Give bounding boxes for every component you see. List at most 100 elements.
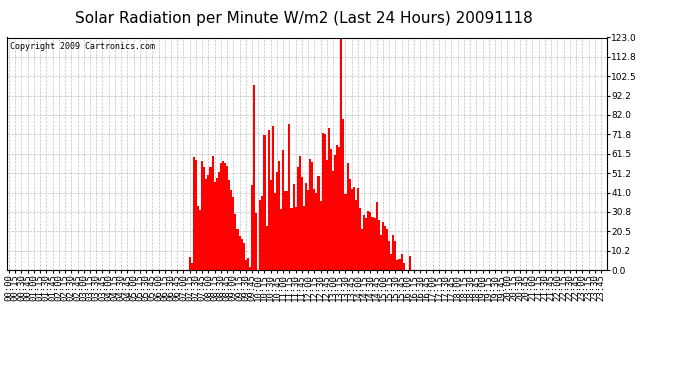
Bar: [313, 189, 315, 270]
Bar: [348, 179, 351, 270]
Bar: [355, 200, 357, 270]
Bar: [201, 161, 203, 270]
Bar: [259, 200, 262, 270]
Bar: [305, 183, 307, 270]
Bar: [373, 218, 375, 270]
Bar: [409, 256, 411, 270]
Bar: [351, 189, 353, 270]
Bar: [241, 239, 243, 270]
Bar: [228, 180, 230, 270]
Bar: [205, 179, 208, 270]
Bar: [249, 267, 251, 270]
Bar: [268, 130, 270, 270]
Bar: [226, 166, 228, 270]
Bar: [334, 155, 336, 270]
Bar: [396, 260, 398, 270]
Bar: [203, 167, 205, 270]
Bar: [210, 167, 212, 270]
Bar: [303, 206, 305, 270]
Bar: [324, 134, 326, 270]
Bar: [328, 128, 330, 270]
Bar: [315, 193, 317, 270]
Bar: [392, 236, 394, 270]
Bar: [317, 176, 319, 270]
Bar: [235, 214, 237, 270]
Bar: [239, 236, 241, 270]
Bar: [371, 217, 373, 270]
Bar: [190, 264, 193, 270]
Bar: [272, 126, 274, 270]
Bar: [222, 161, 224, 270]
Bar: [388, 241, 390, 270]
Bar: [375, 202, 377, 270]
Bar: [357, 188, 359, 270]
Bar: [216, 178, 218, 270]
Bar: [361, 230, 363, 270]
Bar: [398, 259, 400, 270]
Bar: [402, 263, 404, 270]
Bar: [346, 163, 348, 270]
Bar: [359, 208, 361, 270]
Bar: [208, 176, 210, 270]
Bar: [367, 211, 369, 270]
Text: Copyright 2009 Cartronics.com: Copyright 2009 Cartronics.com: [10, 42, 155, 51]
Bar: [262, 196, 264, 270]
Bar: [342, 119, 344, 270]
Bar: [266, 226, 268, 270]
Bar: [288, 124, 290, 270]
Bar: [247, 258, 249, 270]
Bar: [319, 201, 322, 270]
Bar: [212, 156, 214, 270]
Bar: [293, 184, 295, 270]
Bar: [309, 159, 311, 270]
Bar: [214, 183, 216, 270]
Bar: [377, 220, 380, 270]
Bar: [344, 194, 346, 270]
Bar: [274, 193, 276, 270]
Bar: [380, 235, 382, 270]
Bar: [193, 157, 195, 270]
Bar: [245, 260, 247, 270]
Bar: [369, 212, 371, 270]
Text: Solar Radiation per Minute W/m2 (Last 24 Hours) 20091118: Solar Radiation per Minute W/m2 (Last 24…: [75, 11, 533, 26]
Bar: [197, 206, 199, 270]
Bar: [330, 149, 332, 270]
Bar: [230, 190, 233, 270]
Bar: [353, 188, 355, 270]
Bar: [297, 167, 299, 270]
Bar: [264, 135, 266, 270]
Bar: [340, 38, 342, 270]
Bar: [243, 243, 245, 270]
Bar: [286, 191, 288, 270]
Bar: [394, 242, 396, 270]
Bar: [253, 85, 255, 270]
Bar: [195, 160, 197, 270]
Bar: [311, 162, 313, 270]
Bar: [382, 222, 384, 270]
Bar: [384, 226, 386, 270]
Bar: [326, 160, 328, 270]
Bar: [299, 156, 301, 270]
Bar: [237, 229, 239, 270]
Bar: [251, 185, 253, 270]
Bar: [365, 218, 367, 270]
Bar: [307, 190, 309, 270]
Bar: [284, 191, 286, 270]
Bar: [332, 171, 334, 270]
Bar: [188, 257, 190, 270]
Bar: [224, 163, 226, 270]
Bar: [390, 254, 392, 270]
Bar: [400, 254, 402, 270]
Bar: [233, 196, 235, 270]
Bar: [301, 177, 303, 270]
Bar: [280, 209, 282, 270]
Bar: [218, 172, 220, 270]
Bar: [270, 180, 272, 270]
Bar: [220, 163, 222, 270]
Bar: [199, 210, 201, 270]
Bar: [278, 161, 280, 270]
Bar: [336, 145, 338, 270]
Bar: [363, 216, 365, 270]
Bar: [386, 229, 388, 270]
Bar: [338, 147, 340, 270]
